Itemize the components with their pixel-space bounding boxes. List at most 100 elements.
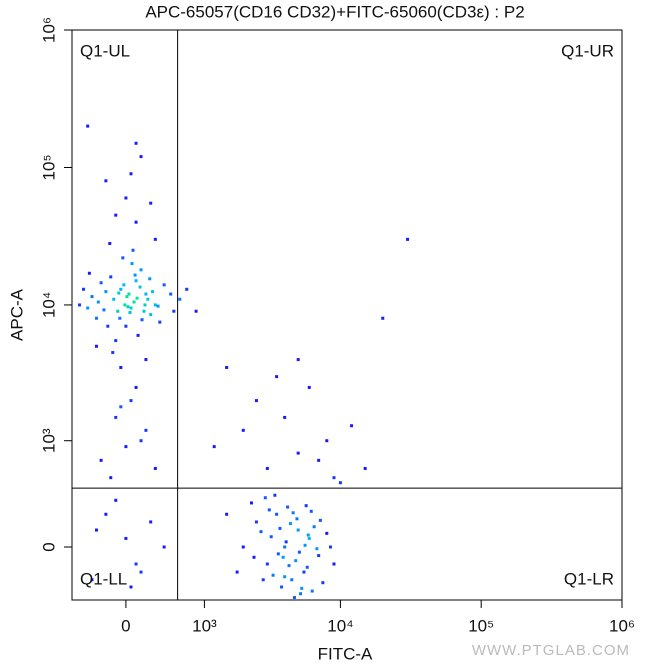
event-dot	[254, 520, 258, 524]
event-dot	[139, 268, 143, 272]
x-tick-label: 10⁶	[609, 616, 635, 635]
event-dot	[131, 248, 135, 252]
quadrant-label: Q1-UL	[80, 41, 130, 60]
event-dot	[140, 318, 144, 322]
event-dot	[225, 365, 229, 369]
event-dot	[134, 279, 138, 283]
event-dot	[325, 439, 329, 443]
event-dot	[126, 305, 130, 309]
event-dot	[292, 596, 296, 600]
event-dot	[119, 405, 123, 409]
event-dot	[280, 585, 284, 589]
event-dot	[381, 316, 385, 320]
event-dot	[261, 578, 265, 582]
event-dot	[194, 309, 198, 313]
event-dot	[162, 545, 166, 549]
event-dot	[286, 505, 290, 509]
event-dot	[350, 424, 354, 428]
event-dot	[104, 290, 108, 294]
event-dot	[132, 300, 136, 304]
quadrant-label: Q1-LL	[80, 569, 127, 588]
event-dot	[275, 375, 279, 379]
event-dot	[99, 458, 103, 462]
event-dot	[139, 570, 143, 574]
event-dot	[158, 320, 162, 324]
event-dot	[310, 589, 314, 593]
event-dot	[116, 309, 120, 313]
event-dot	[129, 172, 133, 176]
event-dot	[312, 525, 316, 529]
event-dot	[267, 508, 271, 512]
plot-frame	[71, 29, 623, 601]
watermark: WWW.PTGLAB.COM	[472, 642, 630, 659]
event-dot	[114, 213, 118, 217]
event-dot	[151, 290, 155, 294]
chart-title: APC-65057(CD16 CD32)+FITC-65060(CD3ε) : …	[145, 2, 524, 21]
event-dot	[124, 324, 128, 328]
event-dot	[139, 155, 143, 159]
event-dot	[96, 300, 100, 304]
event-dot	[144, 428, 148, 432]
event-dot	[135, 296, 139, 300]
event-dot	[139, 439, 143, 443]
event-dot	[128, 311, 132, 315]
x-tick-label: 0	[121, 616, 130, 635]
event-dot	[87, 271, 91, 275]
event-dot	[309, 509, 313, 513]
event-dot	[129, 585, 133, 589]
event-dot	[114, 498, 118, 502]
event-dot	[265, 562, 269, 566]
y-axis-label: APC-A	[7, 288, 26, 341]
event-dot	[185, 287, 189, 291]
event-dot	[296, 528, 300, 532]
event-dot	[130, 262, 134, 266]
event-dot	[291, 511, 295, 515]
event-dot	[281, 555, 285, 559]
event-dot	[290, 578, 294, 582]
event-dot	[114, 415, 118, 419]
event-dot	[144, 292, 148, 296]
event-dot	[86, 306, 90, 310]
event-dot	[122, 283, 126, 287]
event-dot	[146, 297, 150, 301]
y-tick-label: 10⁵	[39, 154, 58, 180]
event-dot	[235, 570, 239, 574]
event-dot	[305, 565, 309, 569]
event-dot	[119, 365, 123, 369]
event-dot	[318, 518, 322, 522]
event-dot	[86, 124, 90, 128]
event-dot	[125, 295, 129, 299]
event-dot	[296, 451, 300, 455]
event-dot	[111, 351, 115, 355]
event-dot	[90, 295, 94, 299]
event-dot	[338, 481, 342, 485]
event-dot	[273, 493, 277, 497]
event-dot	[124, 445, 128, 449]
event-dot	[307, 536, 311, 540]
y-tick-label: 10⁴	[39, 292, 58, 318]
event-dot	[114, 339, 118, 343]
event-dot	[104, 512, 108, 516]
event-dot	[106, 324, 110, 328]
event-dot	[294, 559, 298, 563]
event-dot	[278, 526, 282, 530]
quadrant-label: Q1-UR	[561, 41, 614, 60]
event-dot	[133, 273, 137, 277]
event-dot	[299, 592, 303, 596]
event-dot	[134, 220, 138, 224]
event-dot	[300, 586, 304, 590]
event-dot	[142, 309, 146, 313]
event-dot	[153, 237, 157, 241]
event-dot	[317, 554, 321, 558]
event-dot	[149, 313, 153, 317]
y-tick-label: 0	[39, 542, 58, 551]
event-dot	[406, 237, 410, 241]
event-dot	[149, 201, 153, 205]
x-tick-label: 10³	[192, 616, 217, 635]
event-dot	[129, 306, 133, 310]
event-dot	[104, 179, 108, 183]
event-dot	[297, 550, 301, 554]
x-tick-label: 10⁵	[468, 616, 494, 635]
event-dot	[178, 297, 182, 301]
